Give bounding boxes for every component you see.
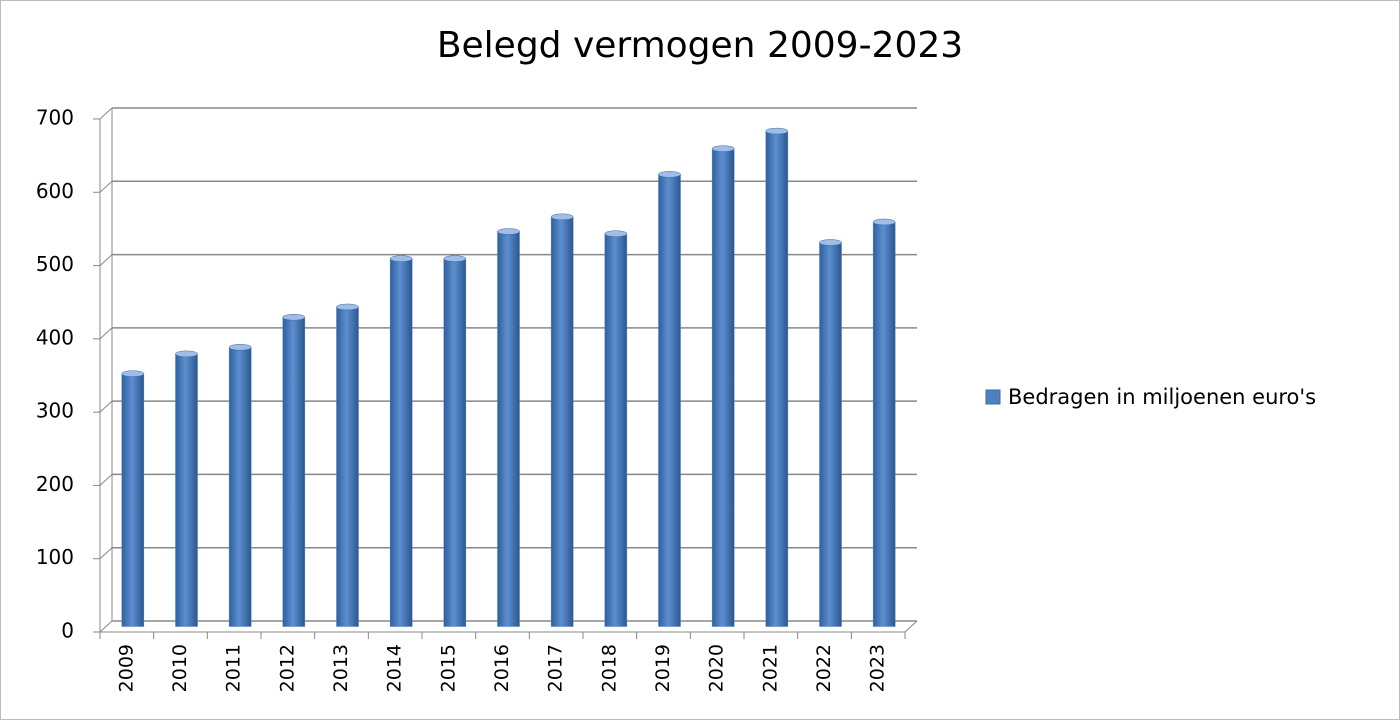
axis-line [904,620,918,633]
grid-line [99,107,113,120]
grid-line [99,327,113,340]
bar [228,347,252,627]
x-tick-label: 2015 [437,644,459,692]
grid-line [99,547,113,560]
bar [282,316,306,627]
bar [497,231,520,627]
y-tick-label: 100 [36,545,74,569]
bar-top [175,350,198,358]
bar-top [819,239,842,246]
bar-top [336,303,359,311]
y-tick-label: 600 [36,179,74,203]
x-tick-label: 2022 [813,644,835,692]
y-tick-label: 700 [36,106,74,130]
x-tick-label: 2016 [491,644,513,692]
bar-top [872,218,896,226]
bar-top [497,228,520,235]
chart-title: Belegd vermogen 2009-2023 [437,25,963,66]
x-tick-label: 2023 [867,644,889,692]
x-tick-label: 2018 [598,644,620,692]
bar [550,216,574,627]
bar [872,221,896,627]
grid-line [99,254,113,266]
x-tick-label: 2020 [706,644,728,692]
x-tick-label: 2010 [169,644,191,692]
bar-top [228,344,252,351]
bar [121,373,145,627]
grid-line [99,620,113,633]
x-tick-label: 2013 [330,644,352,692]
grid-line [99,400,113,413]
bar [389,258,413,627]
y-tick-label: 200 [36,472,74,496]
bar [658,174,681,627]
x-tick-label: 2011 [223,644,245,692]
x-tick-label: 2014 [384,644,406,692]
bar-top [711,145,735,152]
x-tick-label: 2017 [545,644,567,692]
bar [175,353,198,627]
bar [711,148,735,627]
x-tick-label: 2021 [759,644,781,692]
grid-line [99,180,113,193]
bar [336,306,359,627]
y-tick-label: 500 [36,252,74,276]
bar-top [604,230,628,237]
bar-top [121,370,145,377]
bar-top [550,213,574,221]
legend-label: Bedragen in miljoenen euro's [1008,385,1316,409]
bar [604,233,628,627]
grid-line [99,474,113,486]
bar [443,258,467,627]
y-tick-label: 0 [61,619,74,643]
bar-top [389,255,413,262]
bar [819,242,842,627]
x-tick-label: 2019 [652,644,674,692]
y-tick-label: 300 [36,399,74,423]
bar-top [658,171,681,178]
bar-top [765,127,789,135]
x-tick-label: 2009 [115,644,137,692]
bar-top [443,255,467,262]
bar [765,130,789,627]
y-tick-label: 400 [36,325,74,349]
x-tick-label: 2012 [276,644,298,692]
legend-swatch [985,389,1001,405]
bar-top [282,313,306,321]
